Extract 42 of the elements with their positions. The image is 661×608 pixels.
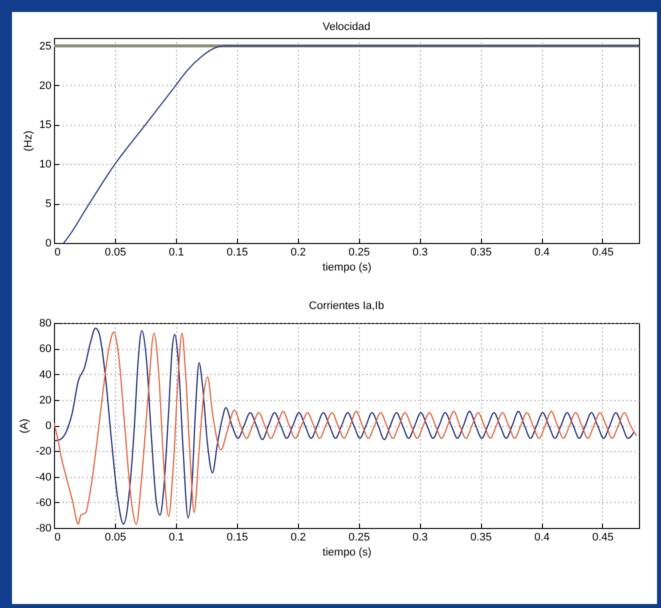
- y-tick-label: 40: [39, 368, 52, 381]
- x-axis-title: tiempo (s): [322, 262, 372, 274]
- x-tick-label: 0.15: [226, 532, 248, 544]
- y-tick-label: 10: [39, 158, 52, 171]
- y-tick-label: 80: [39, 318, 52, 330]
- x-tick-label: 0.3: [412, 246, 428, 258]
- y-tick-label: 20: [39, 394, 52, 406]
- x-tick-label: 0.4: [534, 532, 550, 544]
- x-tick-label: 0.1: [168, 246, 184, 258]
- chart-title: Velocidad: [322, 21, 370, 33]
- y-tick-label: -60: [36, 496, 52, 509]
- y-tick-label: -20: [36, 446, 52, 458]
- x-tick-label: 0.15: [226, 246, 248, 258]
- y-tick-label: 25: [39, 40, 52, 52]
- x-tick-label: 0.25: [348, 246, 370, 258]
- y-tick-label: 20: [39, 80, 52, 92]
- y-tick-label: -40: [36, 471, 52, 484]
- x-tick-label: 0.1: [168, 532, 184, 544]
- x-tick-label: 0.35: [470, 532, 492, 544]
- x-tick-label: 0.25: [348, 532, 370, 544]
- y-tick-label: 5: [45, 198, 52, 210]
- chart-title: Corrientes Ia,Ib: [308, 300, 384, 312]
- y-axis-title: (A): [18, 418, 31, 434]
- x-tick-label: 0.2: [290, 246, 306, 258]
- x-tick-label: 0.05: [104, 246, 126, 258]
- line-series: [63, 45, 639, 243]
- y-tick-label: 15: [39, 119, 52, 132]
- x-tick-label: 0.45: [592, 246, 614, 258]
- y-tick-label: 60: [39, 343, 52, 356]
- x-tick-label: 0.4: [534, 246, 550, 258]
- x-tick-label: 0: [54, 532, 61, 544]
- y-tick-label: -80: [36, 522, 52, 534]
- x-tick-label: 0.05: [104, 532, 126, 544]
- x-tick-label: 0.35: [470, 246, 492, 258]
- y-tick-label: 0: [45, 238, 52, 250]
- x-tick-label: 0.45: [592, 532, 614, 544]
- x-tick-label: 0.2: [290, 532, 306, 544]
- x-axis-title: tiempo (s): [322, 546, 372, 558]
- x-tick-label: 0: [54, 246, 61, 258]
- y-axis-title: (Hz): [22, 130, 34, 152]
- x-tick-label: 0.3: [412, 532, 428, 544]
- y-tick-label: 0: [45, 420, 52, 432]
